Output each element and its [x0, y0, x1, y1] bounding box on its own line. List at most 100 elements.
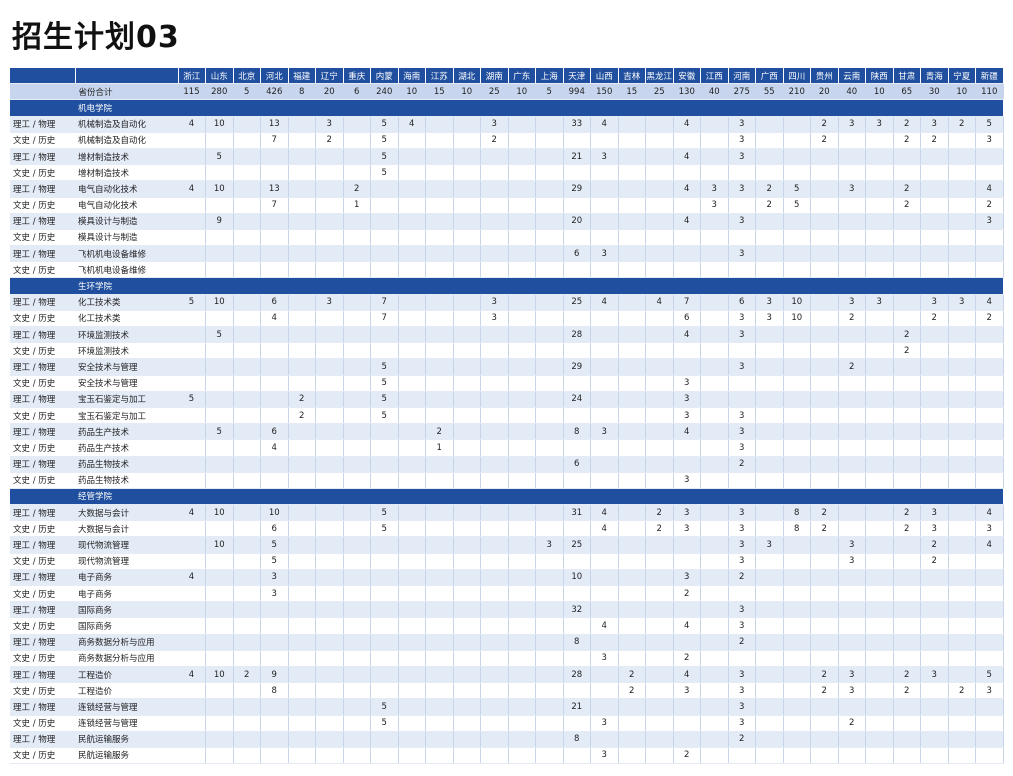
empty-cell [535, 342, 564, 360]
table-row: 理工 / 物理 连锁经营与管理 5 21 3 [10, 698, 1004, 716]
major-name: 商务数据分析与应用 [75, 634, 178, 651]
empty-cell [535, 375, 564, 392]
quota-cell: 3 [728, 310, 756, 328]
empty-cell [233, 698, 261, 716]
empty-cell [673, 245, 701, 263]
empty-cell [948, 197, 976, 214]
empty-cell [590, 407, 619, 425]
table-row: 理工 / 物理 机械制造及自动化 4 10 13 3 5 4 3 33 4 4 3 2 3 3 2 3 2 5 [10, 116, 1004, 133]
empty-cell [453, 747, 481, 765]
empty-cell [205, 715, 234, 732]
empty-cell [535, 116, 564, 133]
empty-cell [975, 358, 1004, 376]
quota-cell: 2 [810, 116, 839, 133]
empty-cell [618, 326, 646, 344]
empty-cell [783, 342, 811, 360]
empty-cell [288, 229, 316, 247]
empty-cell [893, 310, 921, 328]
province-total: 10 [948, 83, 976, 101]
empty-cell [755, 261, 784, 279]
quota-cell: 3 [865, 116, 894, 133]
quota-cell: 2 [810, 682, 839, 700]
empty-cell [315, 634, 344, 651]
quota-cell: 2 [288, 407, 316, 425]
major-name: 药品生物技术 [75, 456, 178, 473]
empty-cell [783, 698, 811, 716]
empty-cell [233, 164, 261, 182]
quota-cell: 3 [728, 180, 756, 198]
empty-cell [838, 391, 866, 408]
empty-cell [398, 585, 426, 603]
empty-cell [810, 585, 839, 603]
quota-cell: 2 [838, 358, 866, 376]
table-row: 文史 / 历史 工程造价 8 2 3 3 2 3 2 2 3 [10, 682, 1004, 700]
empty-cell [563, 310, 591, 328]
empty-cell [370, 423, 399, 441]
empty-cell [508, 310, 536, 328]
quota-cell: 5 [783, 197, 811, 214]
empty-cell [480, 634, 509, 651]
empty-cell [755, 148, 784, 166]
empty-cell [343, 164, 371, 182]
empty-cell [398, 261, 426, 279]
quota-cell: 3 [920, 294, 949, 311]
empty-cell [288, 650, 316, 667]
empty-cell [453, 715, 481, 732]
quota-cell: 10 [563, 569, 591, 587]
empty-cell [508, 358, 536, 376]
empty-cell [535, 601, 564, 619]
empty-cell [205, 747, 234, 765]
empty-cell [233, 213, 261, 230]
empty-cell [755, 326, 784, 344]
empty-cell [425, 715, 454, 732]
empty-cell [590, 456, 619, 473]
quota-cell: 3 [755, 294, 784, 311]
quota-cell: 5 [260, 553, 289, 570]
subject-type: 理工 / 物理 [10, 698, 75, 716]
empty-cell [370, 536, 399, 554]
quota-cell: 3 [755, 310, 784, 328]
empty-cell [453, 116, 481, 133]
empty-cell [205, 456, 234, 473]
empty-cell [508, 342, 536, 360]
empty-cell [260, 650, 289, 667]
quota-cell: 3 [728, 520, 756, 538]
empty-cell [893, 261, 921, 279]
empty-cell [810, 375, 839, 392]
empty-cell [288, 180, 316, 198]
empty-cell [755, 553, 784, 570]
empty-cell [783, 682, 811, 700]
empty-cell [645, 229, 674, 247]
section-name: 经管学院 [75, 488, 178, 506]
empty-cell [425, 310, 454, 328]
empty-cell [948, 601, 976, 619]
empty-cell [645, 407, 674, 425]
empty-cell [673, 553, 701, 570]
empty-cell [975, 164, 1004, 182]
empty-cell [618, 180, 646, 198]
empty-cell [618, 407, 646, 425]
empty-cell [728, 585, 756, 603]
empty-cell [893, 569, 921, 587]
quota-cell: 4 [590, 116, 619, 133]
empty-cell [948, 747, 976, 765]
major-name: 环境监测技术 [75, 342, 178, 360]
province-header: 陕西 [865, 68, 894, 85]
table-row: 理工 / 物理 大数据与会计 4 10 10 5 31 4 2 3 3 8 2 2 3 4 [10, 504, 1004, 522]
empty-cell [233, 536, 261, 554]
empty-cell [315, 391, 344, 408]
quota-cell: 10 [783, 310, 811, 328]
province-total: 130 [673, 83, 701, 101]
empty-cell [783, 391, 811, 408]
empty-cell [260, 375, 289, 392]
empty-cell [288, 601, 316, 619]
empty-cell [810, 197, 839, 214]
empty-cell [480, 326, 509, 344]
major-name: 连锁经营与管理 [75, 698, 178, 716]
empty-cell [315, 342, 344, 360]
empty-cell [700, 585, 729, 603]
empty-cell [480, 229, 509, 247]
table-row: 文史 / 历史 电气自动化技术 7 1 3 2 5 2 2 [10, 197, 1004, 214]
empty-cell [838, 164, 866, 182]
cell [178, 99, 1003, 117]
